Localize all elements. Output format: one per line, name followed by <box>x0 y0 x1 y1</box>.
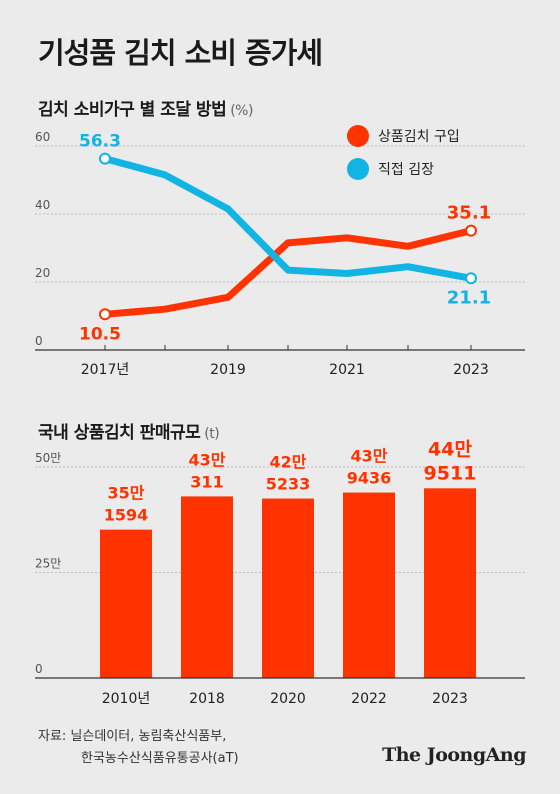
line-x-tick-label: 2023 <box>453 362 489 378</box>
main-title: 기성품 김치 소비 증가세 <box>38 36 323 70</box>
bar-data-label-line1: 35만 <box>108 484 145 503</box>
bar-4 <box>424 488 476 678</box>
source-line-2: 한국농수산식품유통공사(aT) <box>81 751 239 766</box>
bar-data-label-line2: 5233 <box>266 475 311 494</box>
line-y-tick-label: 20 <box>35 266 50 280</box>
bar-data-label-line1: 43만 <box>189 450 226 469</box>
bar-data-label-line1: 42만 <box>270 453 307 472</box>
line-x-tick-label: 2017년 <box>81 362 130 378</box>
bar-x-tick-label: 2020 <box>270 691 306 707</box>
line-chart-title-text: 김치 소비가구 별 조달 방법 <box>38 100 227 120</box>
line-data-label-start: 10.5 <box>79 324 121 344</box>
bar-x-tick-label: 2022 <box>351 691 387 707</box>
legend-marker <box>347 158 369 180</box>
legend-label: 직접 김장 <box>378 162 434 178</box>
line-data-label-end: 21.1 <box>447 287 491 308</box>
bar-3 <box>343 492 395 678</box>
bar-x-tick-label: 2010년 <box>102 691 151 707</box>
bar-data-label-line2: 9436 <box>347 469 392 488</box>
bar-1 <box>181 496 233 678</box>
bar-data-label-line2: 1594 <box>104 506 149 525</box>
bar-chart-unit: (t) <box>204 426 220 442</box>
legend-marker <box>347 125 369 147</box>
source-note: 자료: 닐슨데이터, 농림축산식품부, 한국농수산식품유통공사(aT) <box>38 726 239 770</box>
line-chart-unit: (%) <box>230 103 253 119</box>
bar-y-tick-label: 0 <box>35 662 43 676</box>
line-series-homemade <box>101 155 475 282</box>
line-point-start <box>99 308 111 321</box>
bar-0 <box>100 529 152 678</box>
line-data-label-end: 35.1 <box>447 203 491 224</box>
publisher-logo: The JoongAng <box>382 744 526 766</box>
bar-chart-title-text: 국내 상품김치 판매규모 <box>38 423 201 443</box>
line-y-tick-label: 60 <box>35 130 50 144</box>
bar-x-tick-label: 2023 <box>432 691 468 707</box>
bar-2 <box>262 498 314 678</box>
line-point-end <box>465 272 477 285</box>
legend-label: 상품김치 구입 <box>378 129 460 145</box>
bar-x-tick-label: 2018 <box>189 691 225 707</box>
bar-data-label-line2: 311 <box>190 472 223 491</box>
source-line-1: 자료: 닐슨데이터, 농림축산식품부, <box>38 729 227 744</box>
line-series-purchase <box>101 227 475 318</box>
line-point-end <box>465 224 477 237</box>
bar-y-tick-label: 25만 <box>35 557 61 571</box>
line-x-tick-label: 2019 <box>210 362 246 378</box>
line-chart-title: 김치 소비가구 별 조달 방법 (%) <box>38 95 253 120</box>
line-y-tick-label: 0 <box>35 334 43 348</box>
bar-data-label-line2: 9511 <box>424 462 477 484</box>
line-y-tick-label: 40 <box>35 198 50 212</box>
bar-data-label-line1: 44만 <box>428 438 472 460</box>
line-data-label-start: 56.3 <box>79 132 121 152</box>
bar-chart-title: 국내 상품김치 판매규모 (t) <box>38 418 220 443</box>
bar-y-tick-label: 50만 <box>35 451 61 465</box>
line-point-start <box>99 152 111 165</box>
line-x-tick-label: 2021 <box>329 362 365 378</box>
bar-data-label-line1: 43만 <box>351 447 388 466</box>
